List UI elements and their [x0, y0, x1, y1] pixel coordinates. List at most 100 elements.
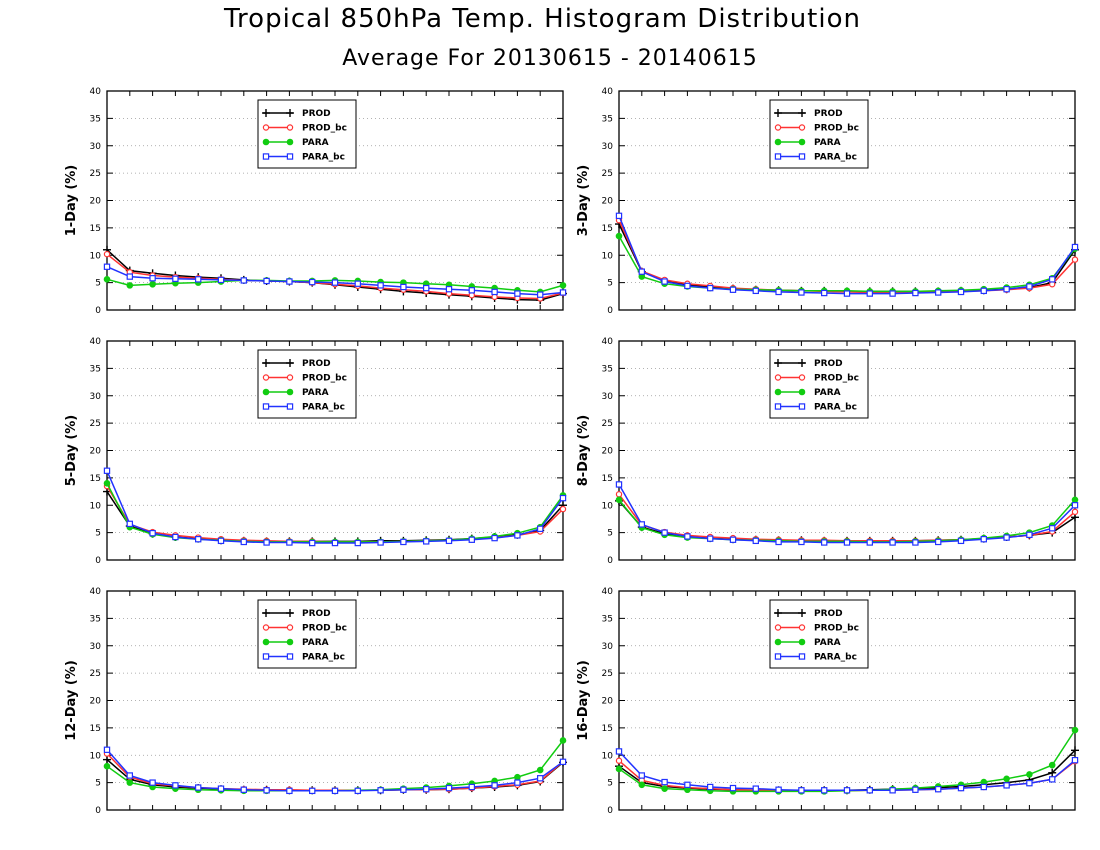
- y-tick-label: 15: [90, 224, 101, 234]
- data-point: [934, 538, 942, 546]
- data-point: [752, 537, 760, 545]
- legend-marker: [286, 609, 294, 617]
- legend-marker: [774, 638, 782, 646]
- y-tick-label: 30: [602, 642, 614, 652]
- legend-marker: [798, 153, 806, 160]
- y-tick-label: 35: [602, 364, 613, 374]
- data-point: [912, 539, 919, 546]
- data-point: [377, 787, 384, 794]
- y-tick-label: 20: [602, 697, 614, 707]
- data-point: [1026, 771, 1033, 778]
- data-point: [559, 289, 567, 296]
- data-point: [1003, 782, 1010, 789]
- y-axis-label: 8-Day (%): [576, 415, 591, 487]
- data-point: [1048, 776, 1056, 783]
- data-point: [798, 787, 805, 794]
- legend-label: PARA: [302, 638, 329, 648]
- y-tick-label: 15: [602, 224, 613, 234]
- data-point: [126, 282, 134, 289]
- data-point: [934, 289, 942, 296]
- legend-marker: [774, 153, 782, 160]
- data-point: [957, 288, 965, 296]
- y-tick-label: 20: [602, 447, 614, 457]
- data-point: [1026, 283, 1033, 290]
- data-point: [684, 282, 691, 290]
- data-point: [843, 787, 851, 794]
- y-tick-label: 25: [90, 169, 101, 179]
- data-point: [615, 757, 623, 764]
- data-point: [536, 291, 544, 298]
- y-tick-label: 5: [607, 779, 613, 789]
- y-tick-label: 20: [602, 197, 614, 207]
- y-tick-label: 25: [90, 669, 101, 679]
- data-point: [638, 521, 646, 528]
- data-point: [706, 284, 714, 292]
- data-point: [354, 787, 362, 795]
- data-point: [912, 289, 919, 297]
- data-point: [126, 779, 134, 786]
- legend-marker: [262, 359, 270, 367]
- data-point: [775, 786, 782, 793]
- data-point: [468, 536, 476, 543]
- legend-marker: [262, 388, 270, 396]
- y-tick-label: 5: [95, 279, 101, 289]
- data-point: [195, 276, 202, 283]
- data-point: [331, 279, 339, 286]
- legend-label: PARA: [302, 388, 329, 398]
- y-tick-label: 30: [602, 142, 614, 152]
- data-point: [866, 539, 874, 546]
- data-point: [1071, 756, 1079, 764]
- data-point: [934, 785, 942, 793]
- data-point: [889, 539, 896, 546]
- legend-marker: [774, 109, 782, 117]
- data-point: [195, 784, 202, 791]
- y-tick-label: 35: [90, 364, 101, 374]
- data-point: [103, 746, 111, 753]
- legend-label: PROD_bc: [814, 124, 859, 134]
- legend-marker: [798, 124, 806, 131]
- data-point: [615, 765, 623, 773]
- legend-marker: [774, 124, 782, 131]
- data-point: [217, 785, 225, 792]
- data-point: [468, 783, 476, 791]
- data-point: [957, 784, 965, 792]
- panel-1-day: 0 5 10 15 20 25 30 35 40 1-Day (%) PROD PROD_bc PARA…: [64, 87, 567, 316]
- legend-label: PARA_bc: [814, 653, 857, 663]
- data-point: [468, 287, 476, 294]
- data-point: [798, 289, 805, 296]
- legend-marker: [286, 403, 294, 410]
- legend-marker: [798, 653, 806, 660]
- y-tick-label: 15: [602, 474, 613, 484]
- y-tick-label: 30: [90, 142, 102, 152]
- data-point: [445, 537, 453, 545]
- y-tick-label: 0: [95, 556, 101, 566]
- y-axis-label: 1-Day (%): [64, 165, 79, 237]
- y-tick-label: 0: [95, 806, 101, 816]
- y-tick-label: 40: [90, 587, 102, 597]
- data-point: [661, 778, 668, 786]
- data-point: [240, 277, 247, 284]
- data-point: [1003, 285, 1010, 293]
- legend: PROD PROD_bc PARA PARA_bc: [257, 99, 357, 169]
- data-point: [1071, 726, 1079, 734]
- legend-marker: [798, 624, 806, 631]
- data-point: [1026, 531, 1033, 539]
- legend: PROD PROD_bc PARA PARA_bc: [257, 349, 357, 419]
- y-tick-label: 25: [602, 419, 613, 429]
- data-point: [638, 772, 646, 779]
- data-point: [729, 536, 737, 543]
- y-tick-label: 10: [90, 251, 102, 261]
- series-para-bc: [103, 746, 567, 795]
- legend-label: PARA_bc: [302, 653, 345, 663]
- data-point: [377, 539, 384, 546]
- data-point: [423, 785, 430, 793]
- y-tick-label: 25: [602, 669, 613, 679]
- data-point: [172, 275, 179, 282]
- data-point: [491, 782, 498, 789]
- data-point: [752, 287, 760, 295]
- data-point: [1071, 502, 1079, 509]
- legend-marker: [262, 109, 270, 117]
- legend-label: PROD: [814, 109, 843, 119]
- data-point: [149, 280, 156, 288]
- legend-label: PARA_bc: [814, 153, 857, 163]
